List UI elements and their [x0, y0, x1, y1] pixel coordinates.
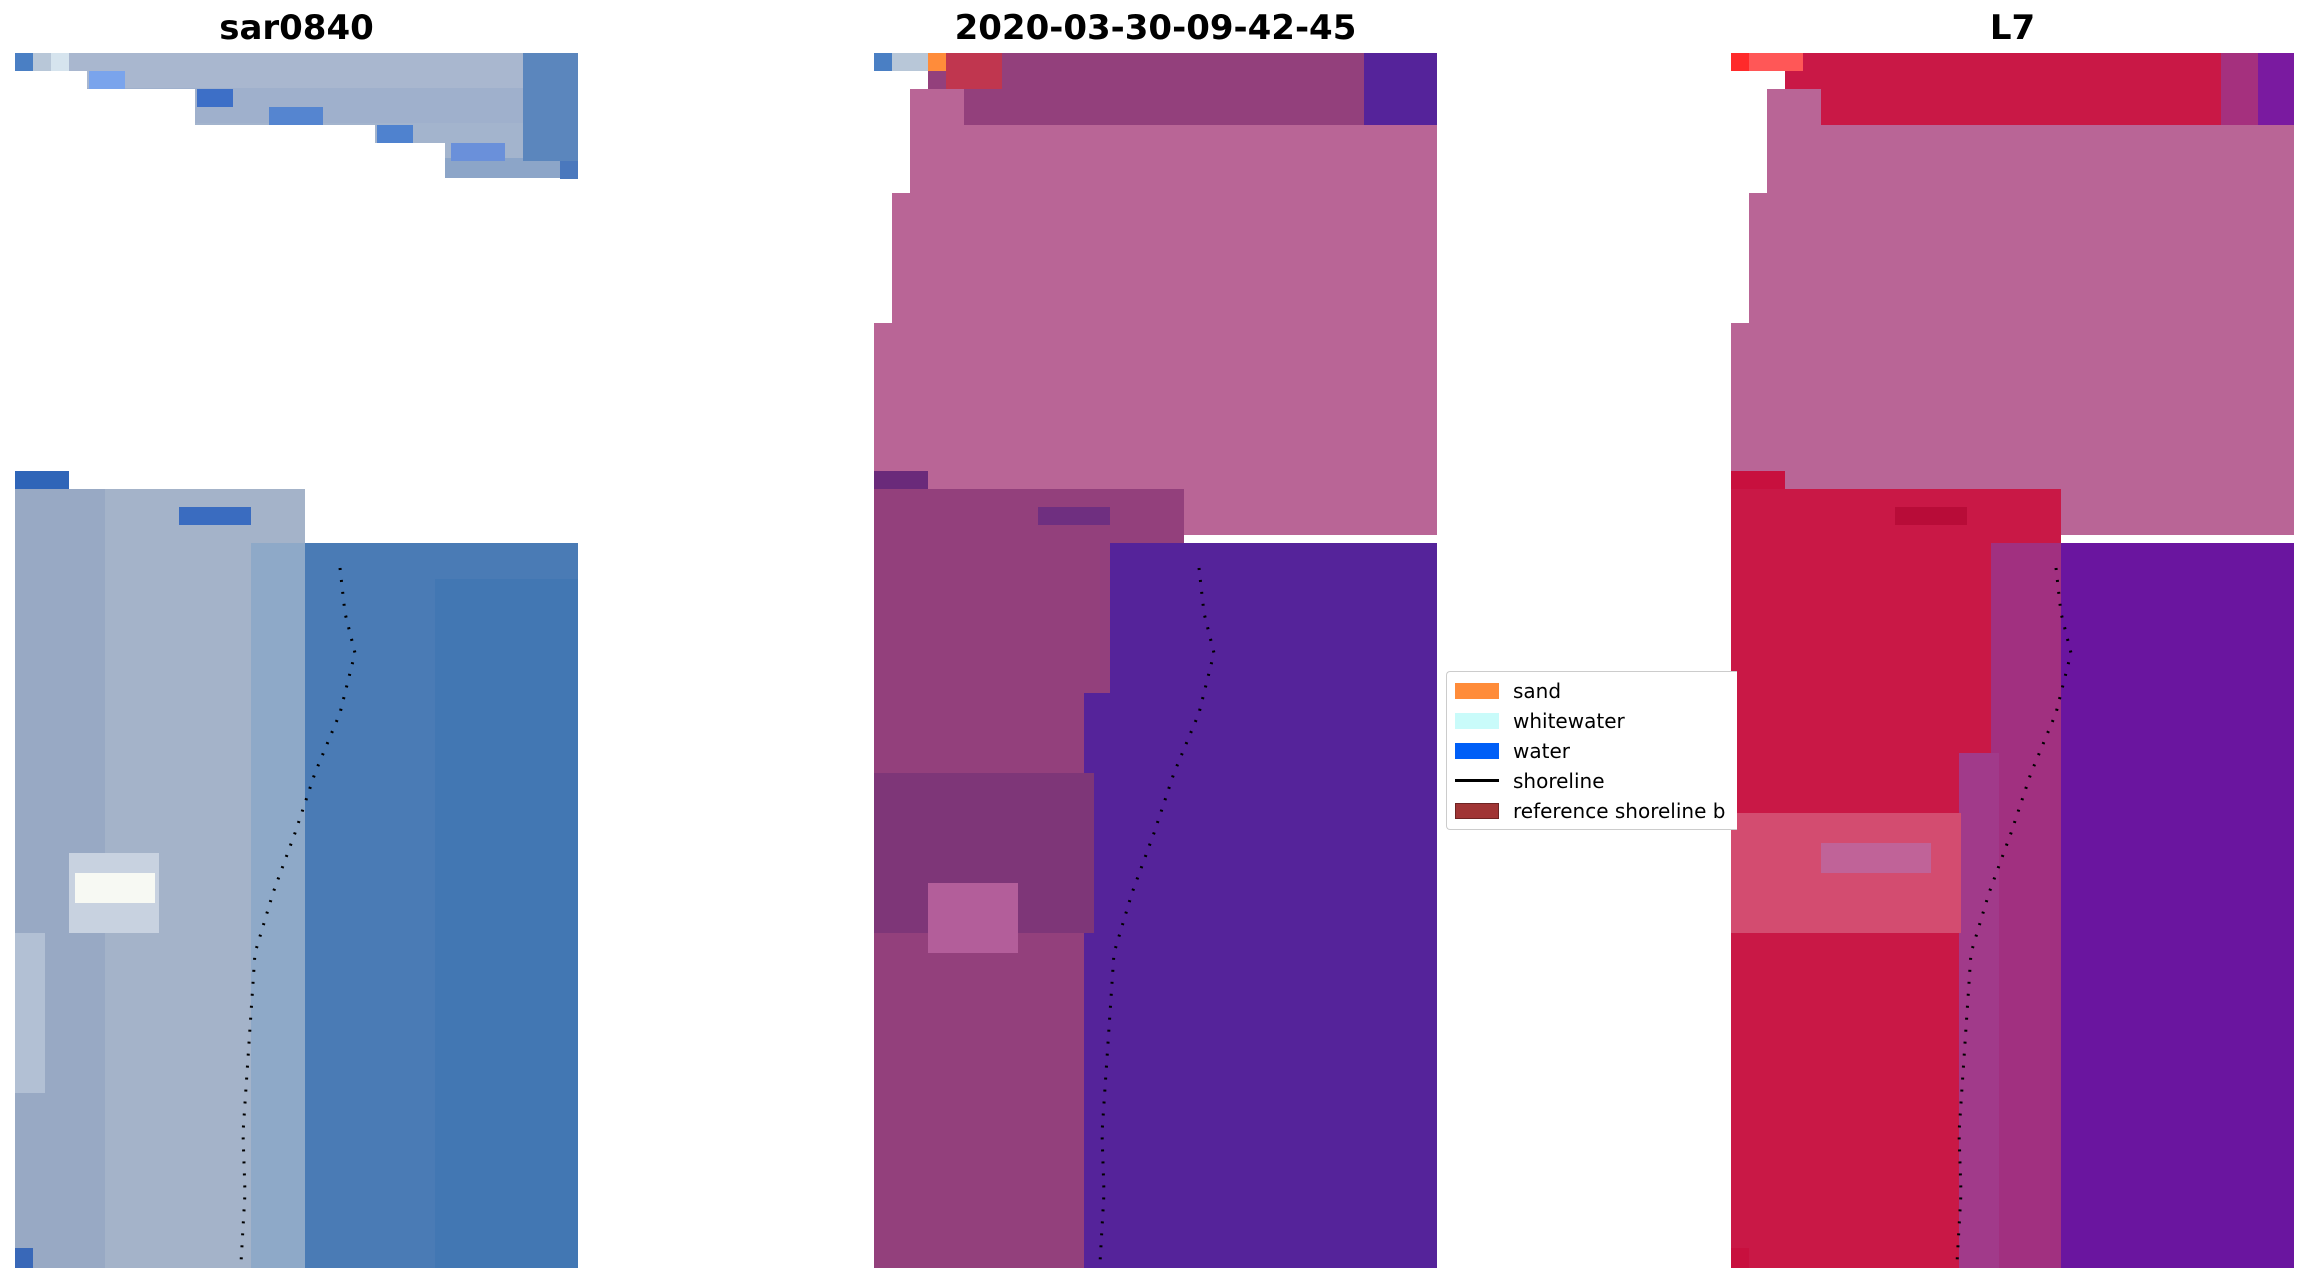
rgb-nodata — [15, 143, 445, 179]
index-pixel — [1731, 53, 1749, 71]
class-bright-patch — [928, 883, 1018, 953]
panel-title-index: L7 — [1989, 8, 2036, 48]
class-nodata — [874, 143, 892, 233]
index-pixel — [1821, 843, 1931, 873]
class-pixel — [928, 53, 946, 71]
rgb-bright-patch — [75, 873, 155, 903]
legend-label: shoreline — [1513, 769, 1605, 793]
rgb-pixel — [560, 161, 578, 179]
index-pixel — [1731, 471, 1785, 489]
index-mask — [1749, 193, 1767, 323]
class-pixel — [874, 471, 928, 489]
class-pixel — [1038, 507, 1110, 525]
class-mask — [874, 323, 1437, 471]
index-transition — [1959, 753, 1999, 1268]
legend-swatch-reference-shoreline — [1455, 803, 1499, 819]
rgb-pixel — [33, 53, 51, 71]
rgb-pixel — [269, 107, 323, 125]
index-pixel — [1731, 1248, 1749, 1268]
rgb-pixel — [197, 89, 233, 107]
legend-label: reference shoreline b — [1513, 799, 1726, 823]
rgb-pixel — [15, 933, 45, 1093]
rgb-pixel — [179, 507, 251, 525]
class-mask — [892, 193, 910, 323]
rgb-pixel — [15, 1248, 33, 1268]
index-pixel — [1895, 507, 1967, 525]
legend-label: whitewater — [1513, 709, 1625, 733]
class-water-region — [1084, 693, 1174, 1268]
classified-image-overlay — [874, 53, 1437, 1268]
legend: sand whitewater water shoreline referenc… — [1446, 671, 1737, 830]
rgb-image-panel — [15, 53, 578, 1268]
rgb-satellite-image — [15, 53, 578, 1268]
class-pixel — [892, 53, 928, 71]
rgb-surf-zone — [251, 543, 305, 1268]
rgb-pixel — [15, 471, 69, 489]
class-pixel — [946, 53, 1002, 89]
class-pixel — [874, 53, 892, 71]
legend-label: water — [1513, 739, 1570, 763]
rgb-pixel — [451, 143, 505, 161]
mndwi-index-image — [1731, 53, 2294, 1268]
index-nodata — [1731, 143, 1749, 233]
legend-label: sand — [1513, 679, 1562, 703]
index-mask — [1731, 323, 2294, 471]
legend-swatch-whitewater — [1455, 713, 1499, 729]
legend-swatch-sand — [1455, 683, 1499, 699]
rgb-pixel — [377, 125, 413, 143]
panel-title-classified: 2020-03-30-09-42-45 — [954, 8, 1357, 48]
rgb-water-region — [435, 579, 578, 1268]
panel-title-rgb: sar0840 — [219, 8, 374, 48]
rgb-pixel — [523, 53, 578, 161]
rgb-pixel — [15, 53, 33, 71]
index-water-region — [2061, 543, 2294, 1268]
legend-swatch-water — [1455, 743, 1499, 759]
rgb-pixel — [51, 53, 69, 71]
rgb-pixel — [89, 71, 125, 89]
index-pixel — [1749, 53, 1803, 71]
rgb-nodata — [15, 89, 195, 125]
classified-image-panel — [874, 53, 1437, 1268]
index-image-panel — [1731, 53, 2294, 1268]
rgb-nodata — [15, 71, 87, 91]
legend-line-shoreline — [1455, 779, 1499, 782]
index-transition — [1991, 543, 2061, 1268]
